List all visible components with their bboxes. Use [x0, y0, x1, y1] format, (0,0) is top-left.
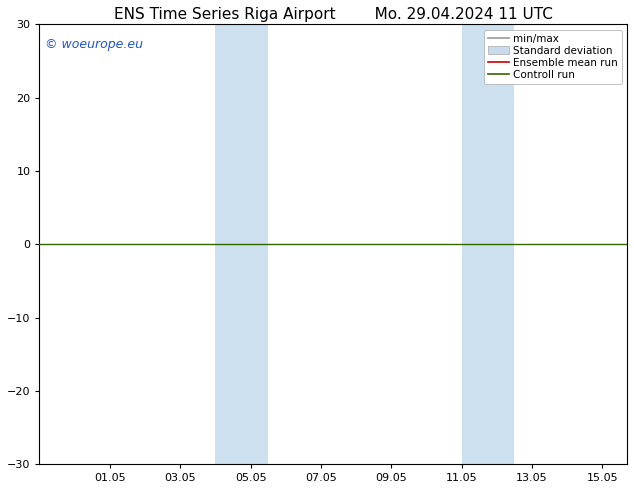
- Bar: [497, 24, 514, 464]
- Bar: [250, 24, 268, 464]
- Legend: min/max, Standard deviation, Ensemble mean run, Controll run: min/max, Standard deviation, Ensemble me…: [484, 30, 622, 84]
- Bar: [216, 24, 250, 464]
- Bar: [462, 24, 497, 464]
- Title: ENS Time Series Riga Airport        Mo. 29.04.2024 11 UTC: ENS Time Series Riga Airport Mo. 29.04.2…: [114, 7, 553, 22]
- Text: © woeurope.eu: © woeurope.eu: [46, 38, 143, 50]
